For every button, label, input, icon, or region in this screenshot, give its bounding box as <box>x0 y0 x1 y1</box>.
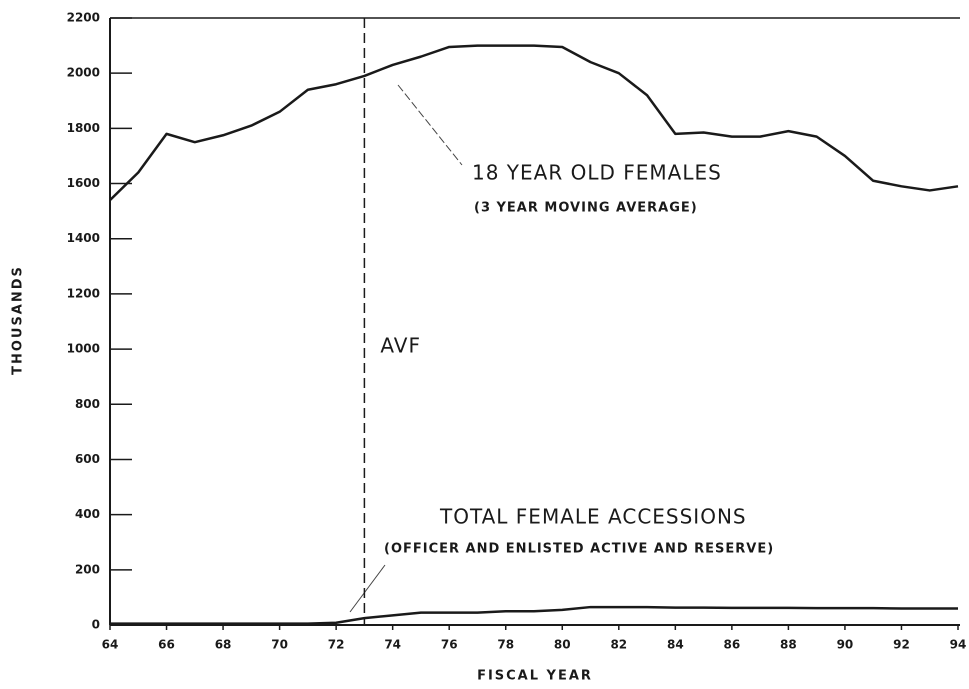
y-tick-label: 1400 <box>67 231 100 245</box>
x-tick-label: 80 <box>554 638 571 652</box>
x-tick-label: 88 <box>780 638 797 652</box>
x-tick-label: 84 <box>667 638 684 652</box>
y-tick-label: 2200 <box>67 11 100 25</box>
x-tick-label: 70 <box>271 638 288 652</box>
series-sublabel: (OFFICER AND ENLISTED ACTIVE AND RESERVE… <box>384 542 774 557</box>
y-tick-label: 200 <box>75 562 100 576</box>
x-tick-label: 64 <box>102 638 119 652</box>
x-tick-label: 74 <box>384 638 401 652</box>
x-tick-label: 90 <box>837 638 854 652</box>
leader-line <box>397 84 463 166</box>
y-tick-label: 400 <box>75 507 100 521</box>
x-tick-label: 76 <box>441 638 458 652</box>
series-line <box>109 44 959 201</box>
series-sublabel: (3 YEAR MOVING AVERAGE) <box>474 201 698 216</box>
x-tick-label: 78 <box>497 638 514 652</box>
x-tick-label: 86 <box>724 638 741 652</box>
x-tick-label: 66 <box>158 638 175 652</box>
x-tick-label: 94 <box>950 638 967 652</box>
series-label: 18 YEAR OLD FEMALES <box>472 161 722 185</box>
x-tick-label: 72 <box>328 638 345 652</box>
y-tick-label: 600 <box>75 452 100 466</box>
y-tick-label: 2000 <box>67 66 100 80</box>
x-tick-label: 68 <box>215 638 232 652</box>
reference-label: AVF <box>380 334 421 358</box>
x-tick-label: 92 <box>893 638 910 652</box>
leader-line <box>349 564 386 613</box>
y-tick-label: 1000 <box>67 342 100 356</box>
x-axis-title: FISCAL YEAR <box>477 669 593 684</box>
x-tick-label: 82 <box>610 638 627 652</box>
y-tick-label: 1200 <box>67 286 100 300</box>
y-axis-title: THOUSANDS <box>11 265 26 375</box>
y-tick-label: 0 <box>92 618 100 632</box>
y-tick-label: 800 <box>75 397 100 411</box>
series-label: TOTAL FEMALE ACCESSIONS <box>439 505 747 529</box>
y-tick-label: 1800 <box>67 121 100 135</box>
series-line <box>110 605 958 625</box>
y-tick-label: 1600 <box>67 176 100 190</box>
